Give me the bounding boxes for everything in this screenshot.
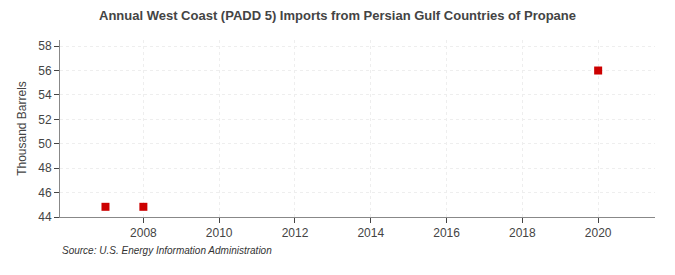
svg-text:2010: 2010 bbox=[206, 226, 233, 240]
svg-text:46: 46 bbox=[38, 186, 52, 200]
svg-text:2014: 2014 bbox=[357, 226, 384, 240]
svg-text:Thousand Barrels: Thousand Barrels bbox=[15, 81, 29, 176]
svg-text:2016: 2016 bbox=[433, 226, 460, 240]
svg-text:52: 52 bbox=[38, 113, 52, 127]
svg-text:54: 54 bbox=[38, 88, 52, 102]
svg-text:56: 56 bbox=[38, 64, 52, 78]
svg-text:Annual West Coast (PADD 5) Imp: Annual West Coast (PADD 5) Imports from … bbox=[99, 8, 576, 23]
svg-text:2012: 2012 bbox=[282, 226, 309, 240]
svg-text:2018: 2018 bbox=[509, 226, 536, 240]
svg-text:58: 58 bbox=[38, 39, 52, 53]
svg-text:50: 50 bbox=[38, 137, 52, 151]
svg-text:44: 44 bbox=[38, 210, 52, 224]
svg-text:Source: U.S. Energy Informatio: Source: U.S. Energy Information Administ… bbox=[62, 245, 272, 256]
svg-text:2008: 2008 bbox=[130, 226, 157, 240]
svg-text:2020: 2020 bbox=[585, 226, 612, 240]
svg-text:48: 48 bbox=[38, 161, 52, 175]
